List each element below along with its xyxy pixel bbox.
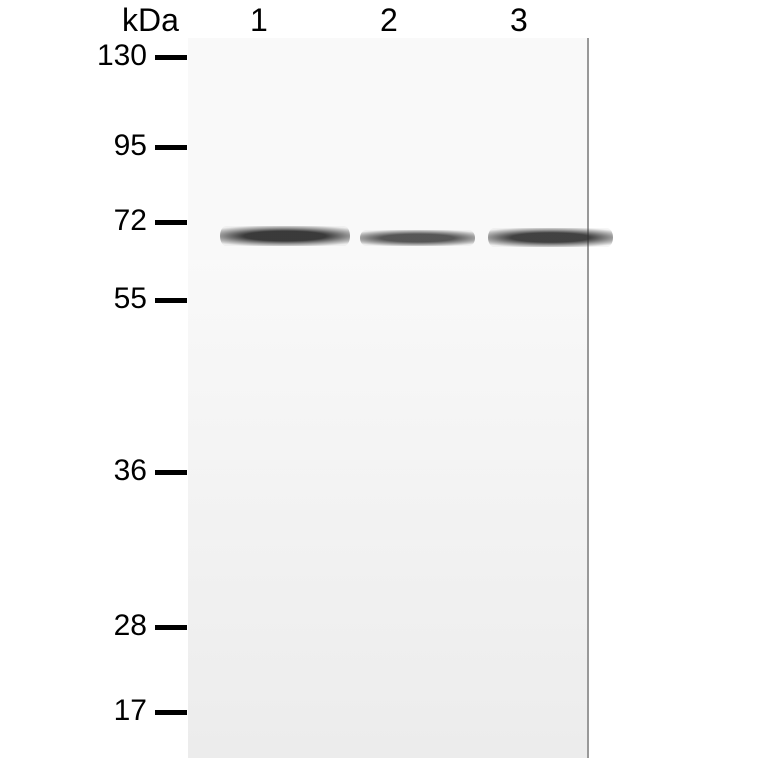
blot-membrane — [188, 38, 588, 758]
lane-label-2: 2 — [380, 2, 398, 39]
band-lane-1 — [220, 226, 350, 246]
lane-label-1: 1 — [250, 2, 268, 39]
lane-label-3: 3 — [510, 2, 528, 39]
marker-tick-95 — [155, 145, 187, 150]
band-lane-2 — [360, 230, 475, 246]
band-lane-3 — [488, 228, 613, 247]
marker-tick-36 — [155, 470, 187, 475]
marker-label-36: 36 — [87, 454, 147, 488]
marker-tick-72 — [155, 220, 187, 225]
marker-label-72: 72 — [87, 204, 147, 238]
marker-label-130: 130 — [87, 39, 147, 73]
kda-unit-label: kDa — [122, 2, 179, 39]
marker-tick-55 — [155, 298, 187, 303]
marker-label-55: 55 — [87, 282, 147, 316]
marker-label-95: 95 — [87, 129, 147, 163]
marker-tick-130 — [155, 55, 187, 60]
marker-label-28: 28 — [87, 609, 147, 643]
marker-label-17: 17 — [87, 694, 147, 728]
blot-right-edge — [587, 38, 589, 758]
marker-tick-28 — [155, 625, 187, 630]
western-blot-figure: kDa 1 2 3 130 95 72 55 36 28 17 — [0, 0, 764, 764]
marker-tick-17 — [155, 710, 187, 715]
